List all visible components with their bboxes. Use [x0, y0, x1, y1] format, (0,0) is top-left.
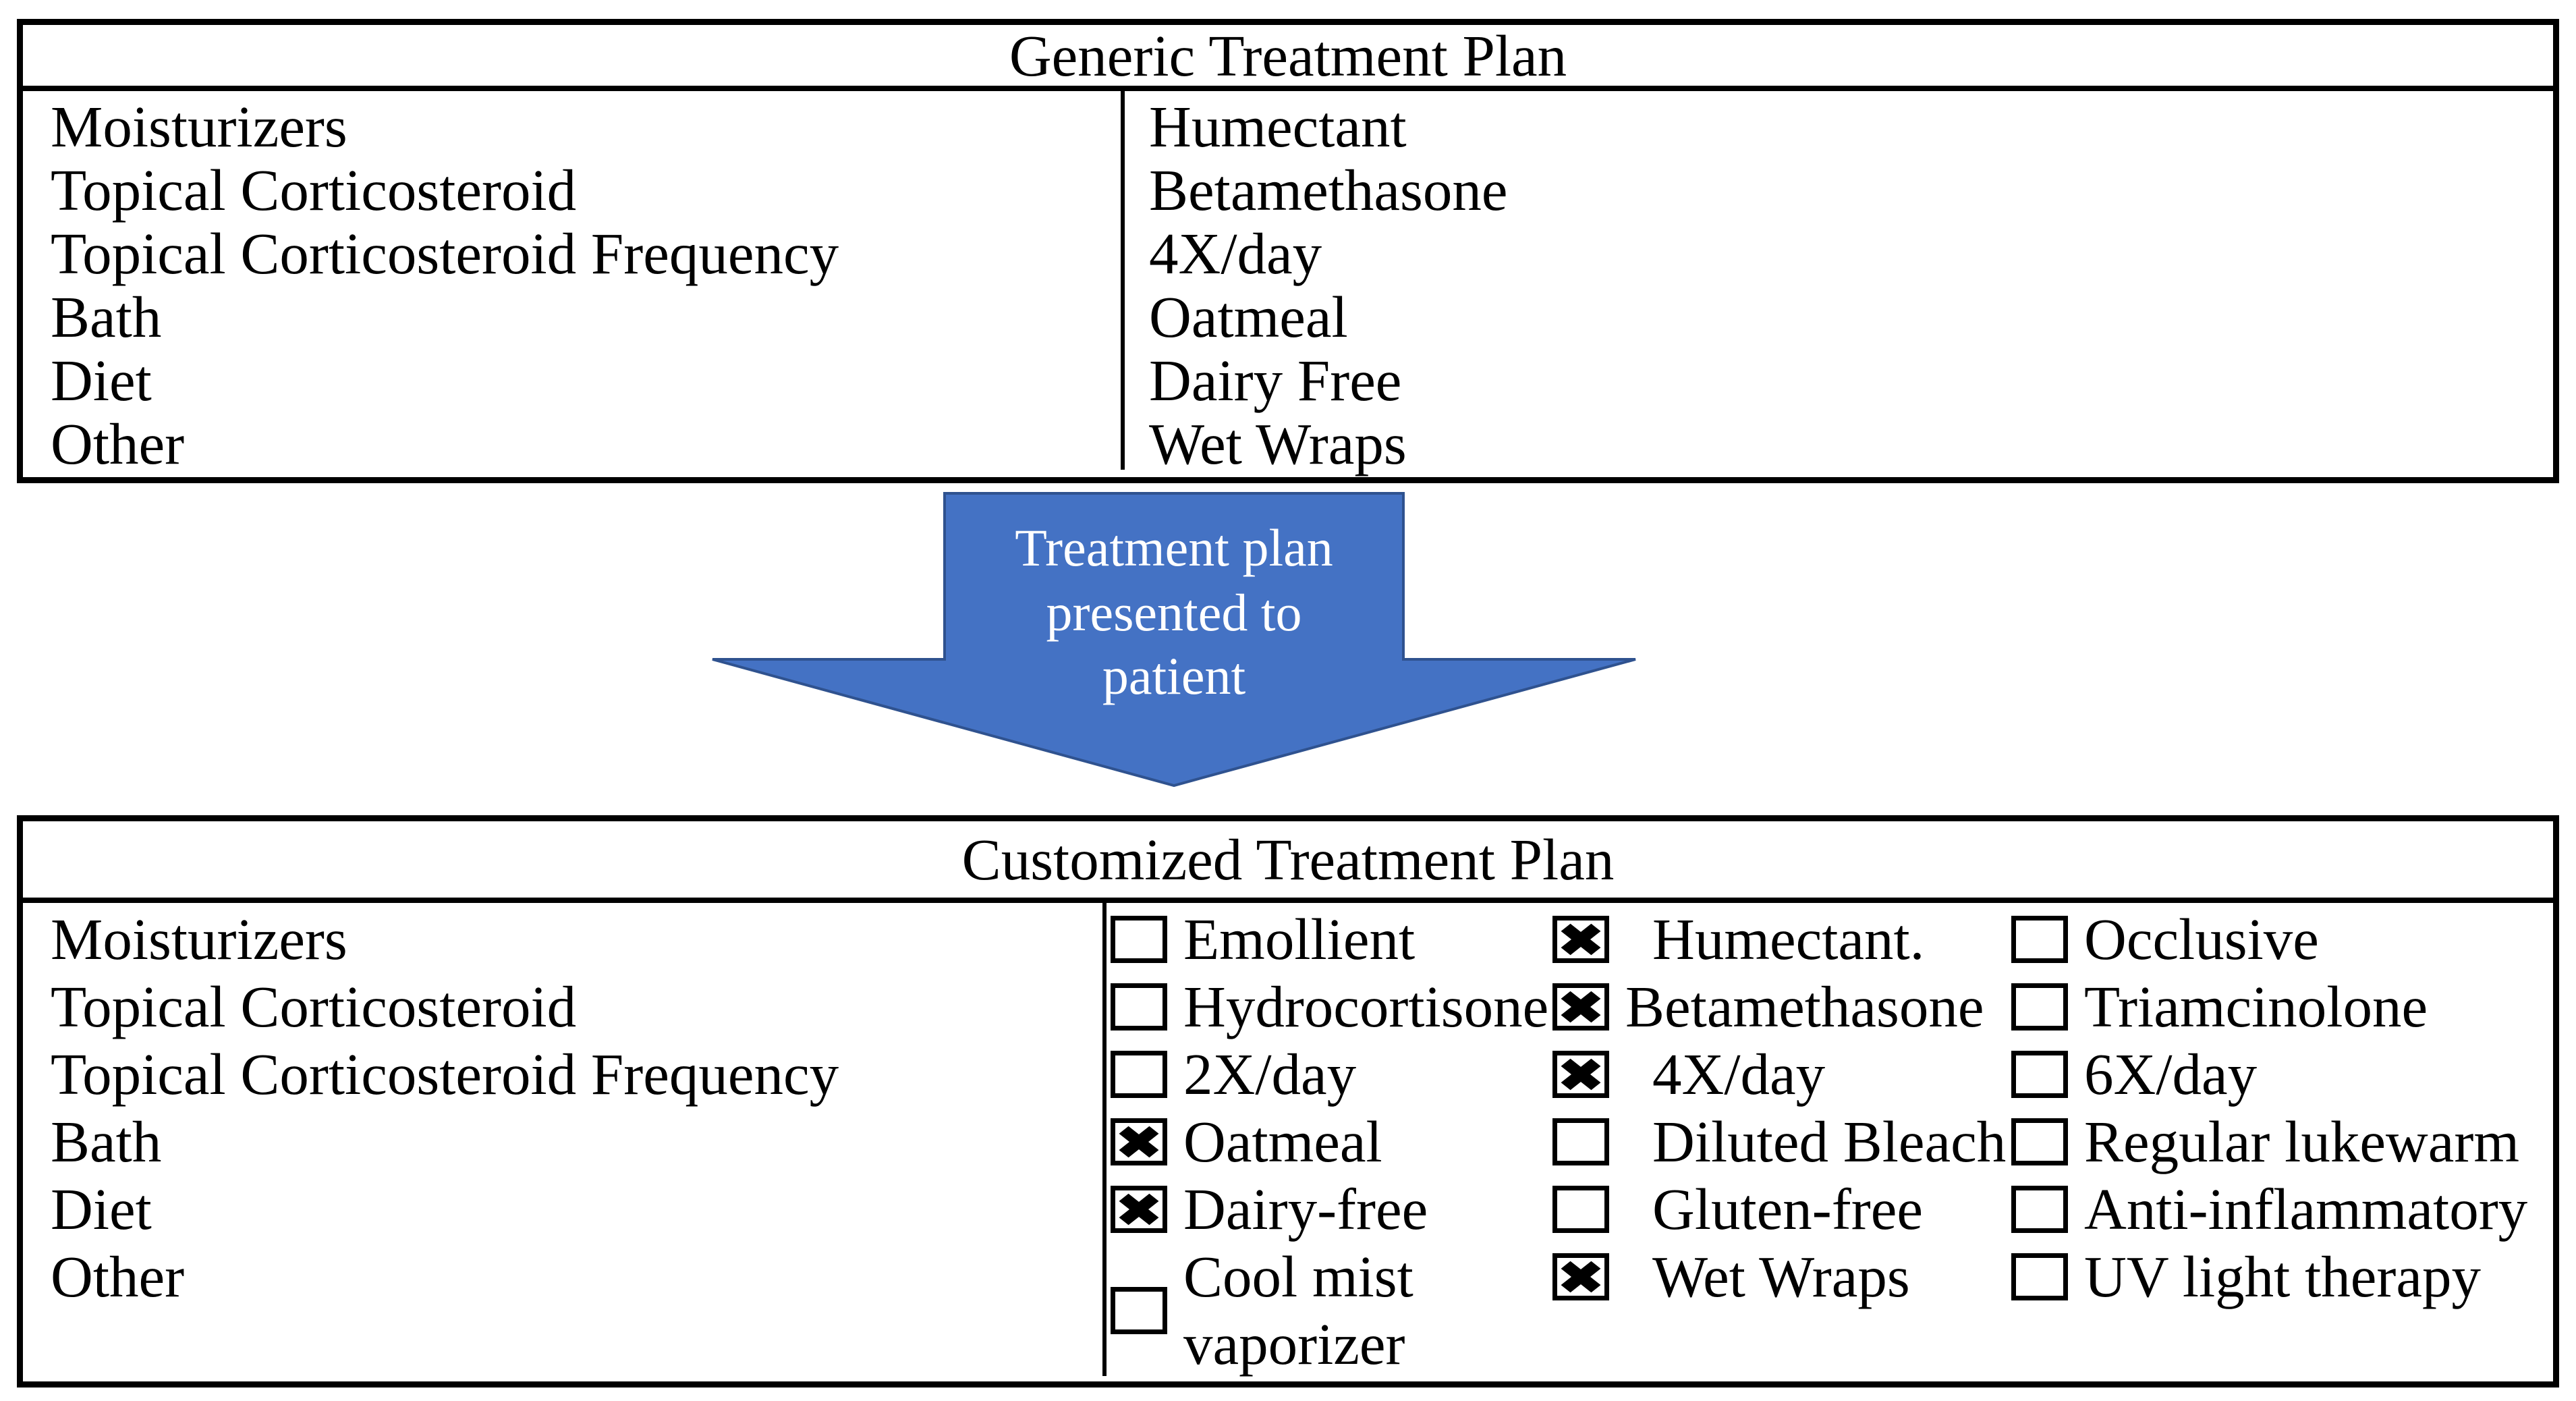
- option-label: Emollient: [1183, 906, 1416, 972]
- down-arrow-outline: [712, 492, 1636, 788]
- generic-table-value-column: Humectant Betamethasone 4X/day Oatmeal D…: [1125, 91, 2553, 476]
- option-4x-day: 4X/day: [1552, 1041, 2011, 1108]
- option-label: 4X/day: [1652, 1041, 1826, 1107]
- row-label: Topical Corticosteroid Frequency: [51, 221, 839, 286]
- checkbox-humectant[interactable]: [1552, 916, 1609, 963]
- option-label: UV light therapy: [2084, 1244, 2481, 1309]
- down-arrow-shape: [712, 493, 1635, 786]
- option-label: Occlusive: [2084, 906, 2319, 972]
- row-value: Betamethasone: [1149, 157, 1508, 223]
- arrow-text-line: Treatment plan: [1015, 518, 1333, 577]
- row-label: Diet: [51, 1176, 152, 1242]
- option-row-corticosteroid: Hydrocortisone Betamethasone Triamcinolo…: [1111, 973, 2553, 1041]
- option-humectant: Humectant.: [1552, 906, 2011, 973]
- option-label: Cool mist vaporizer: [1183, 1244, 1413, 1377]
- row-label: Topical Corticosteroid: [51, 157, 577, 223]
- row-value: Oatmeal: [1149, 284, 1348, 350]
- row-label: Other: [51, 411, 185, 476]
- option-label: Hydrocortisone: [1183, 974, 1549, 1039]
- checkbox-4x-day[interactable]: [1552, 1051, 1609, 1098]
- customized-table-options-column: Emollient Humectant. Occlusive: [1107, 903, 2553, 1378]
- option-6x-day: 6X/day: [2011, 1041, 2553, 1108]
- option-label: Regular lukewarm: [2084, 1109, 2520, 1174]
- option-label: Dairy-free: [1183, 1176, 1428, 1242]
- checkbox-oatmeal[interactable]: [1111, 1118, 1167, 1165]
- customized-table-label-column: Moisturizers Topical Corticosteroid Topi…: [23, 903, 1107, 1376]
- option-row-bath: Oatmeal Diluted Bleach Regular lukewarm: [1111, 1108, 2553, 1176]
- option-triamcinolone: Triamcinolone: [2011, 973, 2553, 1041]
- row-label: Bath: [51, 284, 162, 350]
- option-diluted-bleach: Diluted Bleach: [1552, 1108, 2011, 1176]
- option-betamethasone: Betamethasone: [1552, 973, 2011, 1041]
- generic-table-label-column: Moisturizers Topical Corticosteroid Topi…: [23, 91, 1125, 476]
- option-regular-lukewarm: Regular lukewarm: [2011, 1108, 2553, 1176]
- checkbox-emollient[interactable]: [1111, 916, 1167, 963]
- option-label: Anti-inflammatory: [2084, 1176, 2528, 1242]
- generic-treatment-plan-table: Generic Treatment Plan Moisturizers Topi…: [17, 19, 2559, 483]
- checkbox-anti-inflammatory[interactable]: [2011, 1186, 2068, 1233]
- checkbox-uv-light-therapy[interactable]: [2011, 1253, 2068, 1300]
- option-label: Triamcinolone: [2084, 974, 2428, 1039]
- row-label: Diet: [51, 348, 152, 413]
- checkbox-gluten-free[interactable]: [1552, 1186, 1609, 1233]
- option-label: Betamethasone: [1625, 974, 1984, 1039]
- row-label: Other: [51, 1244, 185, 1309]
- checkbox-dairy-free[interactable]: [1111, 1186, 1167, 1233]
- option-oatmeal: Oatmeal: [1111, 1108, 1552, 1176]
- row-label: Moisturizers: [51, 94, 347, 159]
- checkbox-2x-day[interactable]: [1111, 1051, 1167, 1098]
- row-label: Bath: [51, 1109, 162, 1174]
- checkbox-betamethasone[interactable]: [1552, 983, 1609, 1031]
- checkbox-regular-lukewarm[interactable]: [2011, 1118, 2068, 1165]
- option-wet-wraps: Wet Wraps: [1552, 1243, 2011, 1311]
- option-row-other: Cool mist vaporizer Wet Wraps UV light t…: [1111, 1243, 2553, 1378]
- option-cool-mist-vaporizer: Cool mist vaporizer: [1111, 1243, 1552, 1378]
- option-label: Humectant.: [1652, 906, 1925, 972]
- row-label: Topical Corticosteroid: [51, 974, 577, 1039]
- option-row-diet: Dairy-free Gluten-free Anti-inflammatory: [1111, 1176, 2553, 1243]
- option-emollient: Emollient: [1111, 906, 1552, 973]
- option-label: 6X/day: [2084, 1041, 2258, 1107]
- down-arrow: Treatment plan presented to patient: [712, 492, 1636, 788]
- checkbox-cool-mist-vaporizer[interactable]: [1111, 1287, 1167, 1334]
- option-row-frequency: 2X/day 4X/day 6X/day: [1111, 1041, 2553, 1108]
- arrow-text-line: patient: [1102, 647, 1246, 705]
- row-value: Dairy Free: [1149, 348, 1402, 413]
- generic-table-title: Generic Treatment Plan: [23, 23, 2553, 91]
- option-label: Diluted Bleach: [1652, 1109, 2007, 1174]
- checkbox-hydrocortisone[interactable]: [1111, 983, 1167, 1031]
- checkbox-occlusive[interactable]: [2011, 916, 2068, 963]
- row-label: Topical Corticosteroid Frequency: [51, 1041, 839, 1107]
- option-uv-light-therapy: UV light therapy: [2011, 1243, 2553, 1311]
- checkbox-6x-day[interactable]: [2011, 1051, 2068, 1098]
- option-occlusive: Occlusive: [2011, 906, 2553, 973]
- row-value: Wet Wraps: [1149, 411, 1407, 476]
- row-value: 4X/day: [1149, 221, 1322, 286]
- option-dairy-free: Dairy-free: [1111, 1176, 1552, 1243]
- option-2x-day: 2X/day: [1111, 1041, 1552, 1108]
- arrow-text-line: presented to: [1046, 583, 1301, 642]
- option-label: 2X/day: [1183, 1041, 1357, 1107]
- customized-table-title: Customized Treatment Plan: [23, 821, 2553, 903]
- option-label: Oatmeal: [1183, 1109, 1382, 1174]
- option-label: Wet Wraps: [1652, 1244, 1910, 1309]
- customized-treatment-plan-table: Customized Treatment Plan Moisturizers T…: [17, 815, 2559, 1388]
- row-value: Humectant: [1149, 94, 1407, 159]
- option-label: Gluten-free: [1652, 1176, 1923, 1242]
- option-hydrocortisone: Hydrocortisone: [1111, 973, 1552, 1041]
- option-gluten-free: Gluten-free: [1552, 1176, 2011, 1243]
- row-label: Moisturizers: [51, 906, 347, 972]
- option-row-moisturizers: Emollient Humectant. Occlusive: [1111, 906, 2553, 973]
- option-anti-inflammatory: Anti-inflammatory: [2011, 1176, 2553, 1243]
- checkbox-triamcinolone[interactable]: [2011, 983, 2068, 1031]
- checkbox-wet-wraps[interactable]: [1552, 1253, 1609, 1300]
- checkbox-diluted-bleach[interactable]: [1552, 1118, 1609, 1165]
